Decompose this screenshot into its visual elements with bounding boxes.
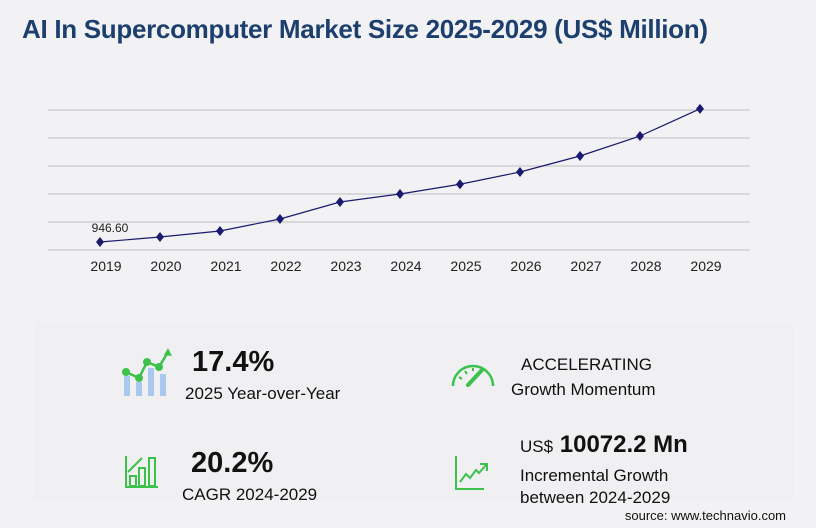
- yoy-label: 2025 Year-over-Year: [185, 384, 341, 403]
- speedometer-icon: [451, 364, 495, 387]
- x-tick-label: 2021: [210, 258, 241, 274]
- incremental-value: US$ 10072.2 Mn: [520, 431, 688, 458]
- incremental-period: between 2024-2029: [520, 488, 671, 507]
- data-point: [456, 179, 464, 190]
- source-text: source: www.technavio.com: [624, 508, 786, 523]
- cagr-label: CAGR 2024-2029: [182, 485, 318, 504]
- data-label: 946.60: [92, 221, 129, 235]
- incremental-label: Incremental Growth: [520, 466, 669, 485]
- x-tick-label: 2024: [390, 258, 421, 274]
- data-point: [156, 231, 164, 242]
- bar-growth-icon: [125, 456, 158, 488]
- currency-prefix: US$: [520, 437, 554, 456]
- x-tick-label: 2028: [630, 258, 661, 274]
- data-point: [276, 214, 284, 225]
- data-point: [516, 166, 524, 177]
- data-point: [636, 131, 644, 142]
- x-tick-label: 2023: [330, 258, 361, 274]
- data-point: [336, 197, 344, 208]
- momentum-value: ACCELERATING: [521, 355, 652, 374]
- data-point: [576, 151, 584, 162]
- data-point: [216, 225, 224, 236]
- x-tick-label: 2022: [270, 258, 301, 274]
- growth-chart-icon: [122, 348, 172, 396]
- x-tick-label: 2029: [690, 258, 721, 274]
- data-point: [96, 236, 104, 247]
- x-tick-label: 2027: [570, 258, 601, 274]
- x-tick-label: 2025: [450, 258, 481, 274]
- momentum-label: Growth Momentum: [511, 380, 656, 399]
- data-point: [396, 188, 404, 199]
- line-chart: 2019 946.60 2020 2021 2022 2023 2024 2025 2026 20…: [48, 103, 750, 274]
- data-point: [696, 103, 704, 114]
- stats-panel: [34, 322, 794, 500]
- line-growth-icon: [455, 456, 488, 490]
- cagr-value: 20.2%: [191, 447, 274, 479]
- yoy-value: 17.4%: [192, 346, 275, 378]
- incremental-amount: 10072.2 Mn: [559, 431, 688, 458]
- x-tick-label: 2019: [90, 258, 121, 274]
- x-tick-label: 2026: [510, 258, 541, 274]
- chart-title: AI In Supercomputer Market Size 2025-202…: [22, 14, 708, 44]
- x-tick-label: 2020: [150, 258, 181, 274]
